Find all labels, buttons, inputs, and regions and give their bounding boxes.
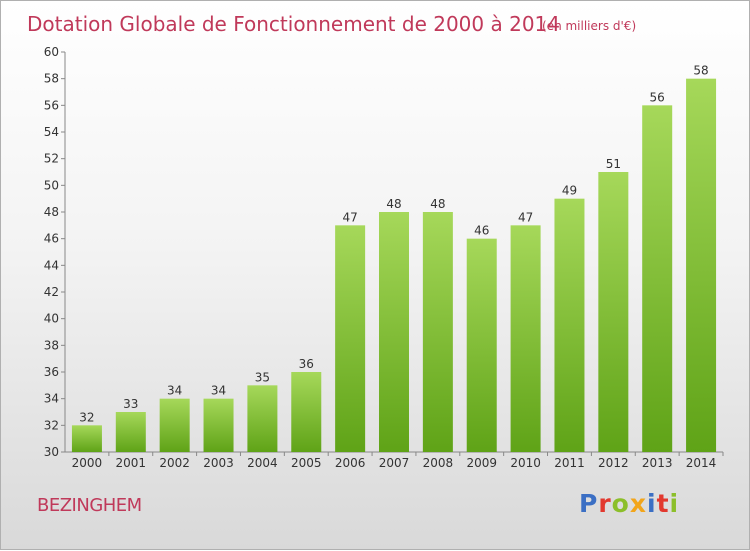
y-tick-label: 44 [44,258,59,272]
bar-2000 [71,425,102,452]
x-tick-label-2013: 2013 [642,456,673,470]
logo-letter: x [629,489,647,518]
y-tick-label: 48 [44,205,59,219]
logo-letter: i [647,489,657,518]
y-tick-label: 60 [44,45,59,59]
y-tick-label: 46 [44,232,59,246]
data-label-2006: 47 [342,210,357,224]
logo-letter: r [598,489,612,518]
data-label-2002: 34 [167,384,182,398]
x-tick-label-2012: 2012 [598,456,629,470]
y-tick-label: 58 [44,72,59,86]
y-tick-label: 50 [44,178,59,192]
logo-letter: t [656,489,670,518]
bar-2009 [466,238,497,452]
x-tick-label-2000: 2000 [72,456,103,470]
bar-2006 [335,225,366,452]
bar-2008 [422,212,453,452]
logo-letter: o [611,489,630,518]
data-label-2007: 48 [386,197,401,211]
bars: 32 33 34 34 35 36 47 48 48 46 47 49 51 56 58 [71,64,717,453]
data-label-2008: 48 [430,197,445,211]
x-tick-label-2009: 2009 [466,456,497,470]
y-tick-label: 32 [44,418,59,432]
y-tick-label: 34 [44,392,59,406]
x-tick-label-2004: 2004 [247,456,278,470]
y-tick-label: 56 [44,98,59,112]
x-tick-label-2001: 2001 [116,456,147,470]
bar-2014 [686,78,717,453]
data-label-2014: 58 [693,64,708,78]
bar-2001 [115,412,146,452]
y-tick-label: 38 [44,338,59,352]
y-tick-label: 42 [44,285,59,299]
x-tick-label-2006: 2006 [335,456,366,470]
x-tick-label-2007: 2007 [379,456,410,470]
bar-2010 [510,225,541,452]
bar-2007 [379,212,409,452]
logo-letter: P [579,489,599,518]
x-tick-label-2011: 2011 [554,456,585,470]
x-tick-label-2003: 2003 [203,456,234,470]
chart-unit: (en milliers d'€) [542,19,636,33]
proxiti-logo[interactable]: Proxiti [579,489,679,518]
bar-2005 [291,372,322,452]
bar-2011 [554,198,585,452]
data-label-2000: 32 [79,410,94,424]
data-label-2010: 47 [518,210,533,224]
data-label-2001: 33 [123,397,138,411]
data-label-2011: 49 [562,184,577,198]
bar-2002 [159,398,190,452]
data-label-2013: 56 [650,90,665,104]
y-tick-label: 30 [44,445,59,459]
y-tick-label: 54 [44,125,59,139]
data-label-2005: 36 [299,357,314,371]
axes: 30 32 34 36 38 40 42 44 46 48 50 52 54 56 58 60 2000 2001… [44,45,724,470]
x-tick-label-2002: 2002 [159,456,190,470]
data-label-2003: 34 [211,384,226,398]
x-tick-label-2014: 2014 [686,456,717,470]
y-tick-label: 40 [44,312,59,326]
x-tick-label-2008: 2008 [423,456,454,470]
bar-2004 [247,385,278,452]
bar-2013 [642,105,673,452]
y-tick-label: 36 [44,365,59,379]
bar-2012 [598,172,629,452]
chart-title: Dotation Globale de Fonctionnement de 20… [27,12,560,36]
commune-name: BEZINGHEM [37,495,142,516]
x-tick-label-2005: 2005 [291,456,322,470]
bar-2003 [203,398,234,452]
data-label-2009: 46 [474,224,489,238]
logo-letter: i [669,489,680,518]
data-label-2012: 51 [606,157,621,171]
y-tick-label: 52 [44,152,59,166]
x-tick-label-2010: 2010 [510,456,541,470]
data-label-2004: 35 [255,370,270,384]
